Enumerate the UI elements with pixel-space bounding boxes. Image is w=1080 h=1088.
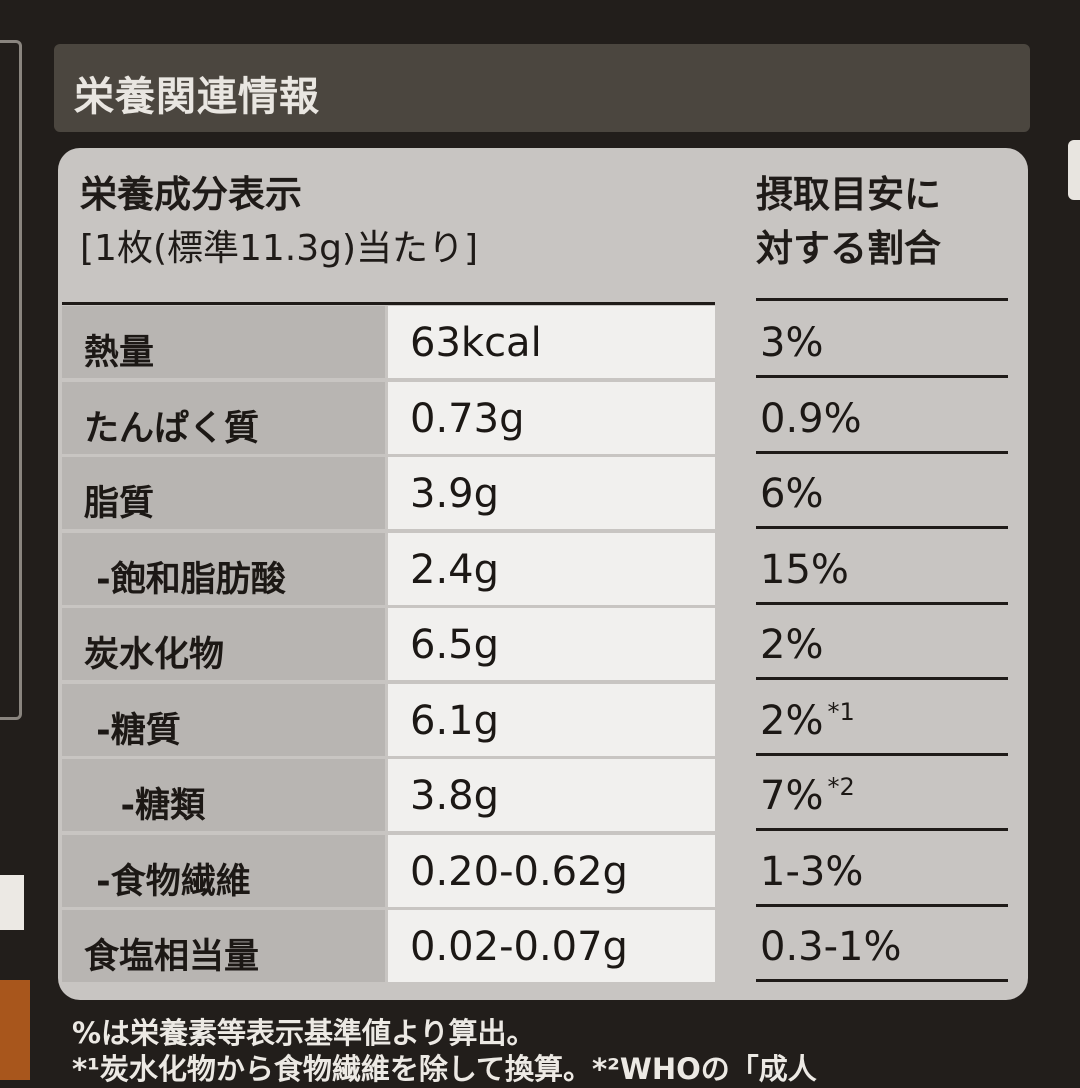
left-edge-label bbox=[0, 875, 24, 930]
nutrient-value: 2.4g bbox=[388, 532, 715, 605]
nutrient-value: 3.9g bbox=[388, 457, 715, 529]
nutrient-value: 6.1g bbox=[388, 683, 715, 756]
left-edge-orange-panel bbox=[0, 980, 30, 1080]
table-row: -糖質 6.1g 2% *1 bbox=[58, 683, 1028, 759]
percent-note: *2 bbox=[827, 773, 855, 801]
percent-note: *1 bbox=[827, 697, 855, 726]
table-row: -糖類 3.8g 7% *2 bbox=[58, 759, 1028, 834]
nutrient-percent: 2% *1 bbox=[756, 684, 1008, 756]
section-header: 栄養関連情報 bbox=[54, 44, 1030, 132]
serving-size: [1枚(標準11.3g)当たり] bbox=[80, 228, 479, 269]
nutrient-label: -飽和脂肪酸 bbox=[62, 532, 385, 605]
right-edge-label bbox=[1068, 140, 1080, 200]
table-row: 脂質 3.9g 6% bbox=[58, 457, 1028, 532]
percent-value: 0.9% bbox=[760, 395, 862, 442]
percent-value: 6% bbox=[760, 471, 824, 517]
nutrient-label: -食物繊維 bbox=[62, 834, 385, 907]
header-divider bbox=[62, 302, 715, 305]
table-title: 栄養成分表示 bbox=[80, 173, 302, 216]
nutrient-percent: 7% *2 bbox=[756, 759, 1008, 831]
nutrient-value: 3.8g bbox=[388, 759, 715, 831]
nutrient-percent: 1-3% bbox=[756, 835, 1008, 907]
footnote-1: %は栄養素等表示基準値より算出。 bbox=[72, 1016, 536, 1050]
nutrient-percent: 15% bbox=[756, 533, 1008, 605]
percent-value: 2% bbox=[760, 697, 824, 744]
table-row: たんぱく質 0.73g 0.9% bbox=[58, 381, 1028, 457]
nutrient-percent: 0.9% bbox=[756, 382, 1008, 454]
table-row: -食物繊維 0.20-0.62g 1-3% bbox=[58, 834, 1028, 910]
pct-header-divider bbox=[756, 298, 1008, 301]
nutrient-label: -糖類 bbox=[62, 759, 385, 831]
nutrient-percent: 6% bbox=[756, 457, 1008, 529]
nutrient-label: 熱量 bbox=[62, 306, 385, 378]
nutrient-value: 6.5g bbox=[388, 608, 715, 680]
nutrient-value: 0.02-0.07g bbox=[388, 910, 715, 982]
table-row: -飽和脂肪酸 2.4g 15% bbox=[58, 532, 1028, 608]
pct-header-line1: 摂取目安に bbox=[756, 173, 941, 216]
percent-value: 1-3% bbox=[760, 848, 864, 895]
left-edge-frame bbox=[0, 40, 22, 720]
percent-value: 3% bbox=[760, 320, 824, 366]
nutrient-percent: 2% bbox=[756, 608, 1008, 680]
nutrient-label: 炭水化物 bbox=[62, 608, 385, 680]
nutrient-value: 0.20-0.62g bbox=[388, 834, 715, 907]
nutrient-label: -糖質 bbox=[62, 683, 385, 756]
nutrient-label: たんぱく質 bbox=[62, 381, 385, 454]
table-row: 熱量 63kcal 3% bbox=[58, 306, 1028, 381]
percent-value: 0.3-1% bbox=[760, 924, 902, 970]
footnote-2: *¹炭水化物から食物繊維を除して換算。*²WHOの「成人 bbox=[72, 1052, 817, 1086]
nutrient-percent: 3% bbox=[756, 306, 1008, 378]
nutrient-percent: 0.3-1% bbox=[756, 910, 1008, 982]
nutrient-label: 脂質 bbox=[62, 457, 385, 529]
percent-value: 2% bbox=[760, 622, 824, 668]
percent-value: 7% bbox=[760, 773, 824, 819]
table-row: 食塩相当量 0.02-0.07g 0.3-1% bbox=[58, 910, 1028, 985]
percent-value: 15% bbox=[760, 546, 849, 593]
nutrient-value: 0.73g bbox=[388, 381, 715, 454]
nutrient-value: 63kcal bbox=[388, 306, 715, 378]
nutrition-table: 栄養成分表示 [1枚(標準11.3g)当たり] 摂取目安に 対する割合 熱量 6… bbox=[58, 148, 1028, 1000]
table-row: 炭水化物 6.5g 2% bbox=[58, 608, 1028, 683]
nutrient-label: 食塩相当量 bbox=[62, 910, 385, 982]
pct-header-line2: 対する割合 bbox=[756, 227, 941, 270]
